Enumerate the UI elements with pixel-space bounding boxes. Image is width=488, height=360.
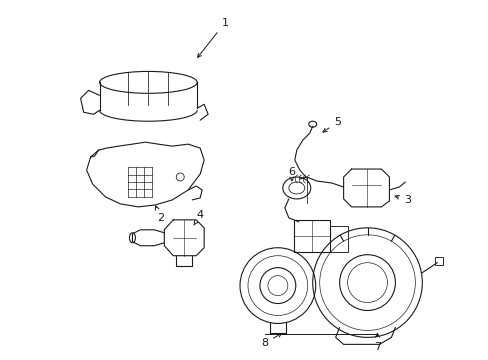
Text: 8: 8 — [261, 333, 281, 348]
Text: 2: 2 — [155, 206, 163, 223]
Text: 3: 3 — [394, 195, 410, 205]
Text: 5: 5 — [322, 117, 341, 132]
Text: 6: 6 — [288, 167, 295, 181]
Text: 1: 1 — [197, 18, 228, 58]
Bar — [329, 226, 347, 252]
Text: 7: 7 — [373, 333, 380, 352]
Bar — [293, 220, 329, 252]
Text: 4: 4 — [194, 210, 203, 225]
Bar — [434, 257, 442, 265]
